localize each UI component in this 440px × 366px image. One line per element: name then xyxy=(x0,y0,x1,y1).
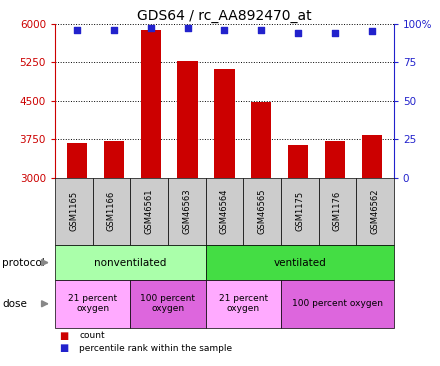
Text: 21 percent
oxygen: 21 percent oxygen xyxy=(219,294,268,314)
Bar xyxy=(104,141,124,178)
Bar xyxy=(67,143,87,178)
Text: percentile rank within the sample: percentile rank within the sample xyxy=(79,344,232,353)
Text: 21 percent
oxygen: 21 percent oxygen xyxy=(68,294,117,314)
Bar xyxy=(288,145,308,178)
Point xyxy=(73,27,81,33)
Text: GSM46561: GSM46561 xyxy=(145,188,154,234)
Text: 100 percent oxygen: 100 percent oxygen xyxy=(292,299,383,308)
Text: GSM1165: GSM1165 xyxy=(70,191,78,231)
Point xyxy=(294,30,301,36)
Point xyxy=(258,27,265,33)
Point xyxy=(184,26,191,31)
Bar xyxy=(362,135,382,178)
Text: GSM46564: GSM46564 xyxy=(220,188,229,234)
Text: ventilated: ventilated xyxy=(273,258,326,268)
Text: GSM46563: GSM46563 xyxy=(182,188,191,234)
Title: GDS64 / rc_AA892470_at: GDS64 / rc_AA892470_at xyxy=(137,9,312,23)
Bar xyxy=(141,30,161,178)
Text: GSM46565: GSM46565 xyxy=(257,188,267,234)
Bar xyxy=(251,102,271,178)
Text: 100 percent
oxygen: 100 percent oxygen xyxy=(140,294,195,314)
Text: ■: ■ xyxy=(59,343,69,354)
Text: count: count xyxy=(79,332,105,340)
Text: GSM1176: GSM1176 xyxy=(333,191,342,231)
Bar xyxy=(325,141,345,178)
Text: nonventilated: nonventilated xyxy=(94,258,166,268)
Text: ■: ■ xyxy=(59,331,69,341)
Bar xyxy=(177,61,198,178)
Point xyxy=(110,27,117,33)
Point xyxy=(331,30,338,36)
Text: protocol: protocol xyxy=(2,258,45,268)
Bar xyxy=(214,69,235,178)
Text: GSM46562: GSM46562 xyxy=(370,188,379,234)
Point xyxy=(368,29,375,34)
Text: GSM1166: GSM1166 xyxy=(107,191,116,231)
Text: GSM1175: GSM1175 xyxy=(295,191,304,231)
Point xyxy=(221,27,228,33)
Text: dose: dose xyxy=(2,299,27,309)
Point xyxy=(147,26,154,31)
